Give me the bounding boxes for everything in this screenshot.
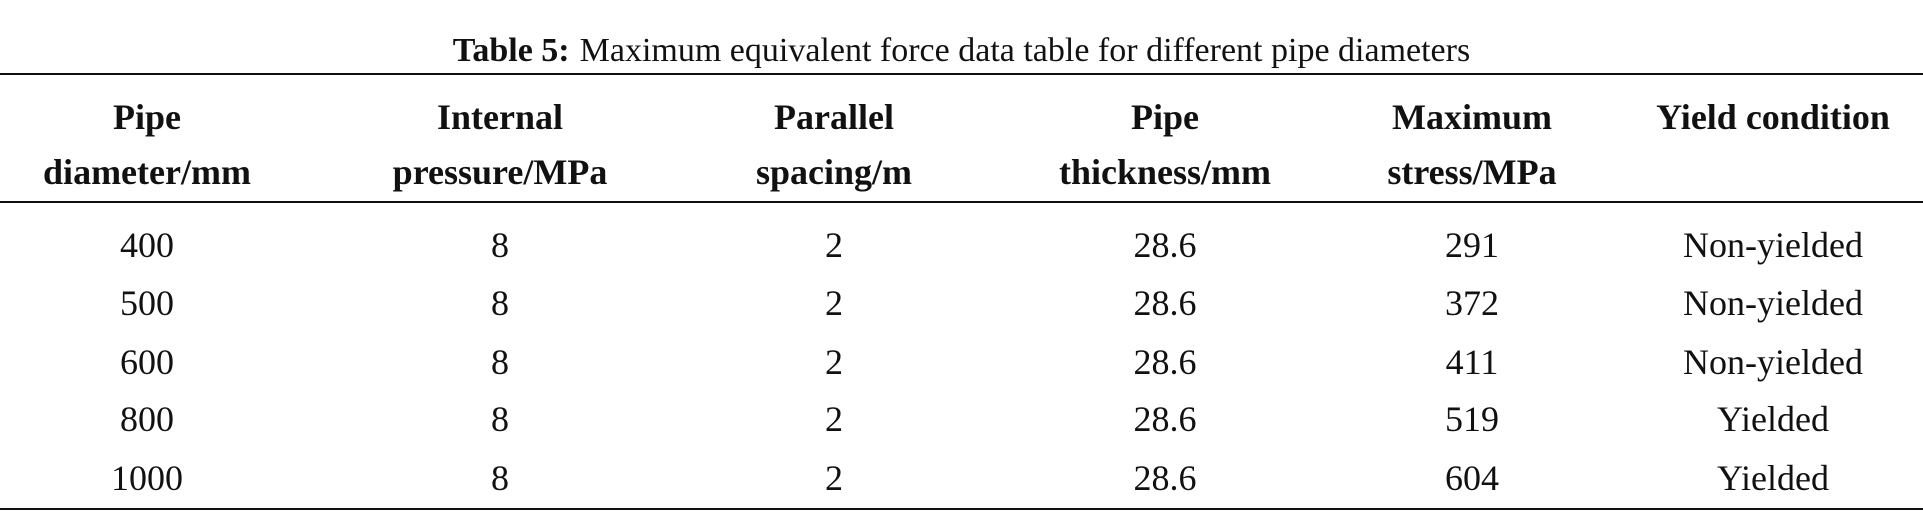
header-cell: Parallel xyxy=(774,97,894,137)
header-cell: diameter/mm xyxy=(43,152,251,192)
table-cell: 2 xyxy=(825,225,843,265)
table-cell: 8 xyxy=(491,283,509,323)
table-cell: 1000 xyxy=(111,458,183,498)
table-cell: Non-yielded xyxy=(1683,225,1863,265)
table-cell: Non-yielded xyxy=(1683,283,1863,323)
header-cell: Pipe xyxy=(113,97,181,137)
header-cell: thickness/mm xyxy=(1058,152,1272,192)
header-cell: Yield condition xyxy=(1656,97,1890,137)
header-cell: Pipe xyxy=(1131,97,1199,137)
header-cell: stress/MPa xyxy=(1387,152,1557,192)
table-cell: Non-yielded xyxy=(1683,342,1863,382)
table-cell: Yielded xyxy=(1717,458,1829,498)
header-cell: Maximum xyxy=(1392,97,1552,137)
table-cell: 28.6 xyxy=(1133,225,1197,265)
table-cell: 28.6 xyxy=(1133,342,1197,382)
caption: Table 5: Maximum equivalent force data ta… xyxy=(0,34,1923,68)
table-cell: 604 xyxy=(1445,458,1499,498)
table-cell: 400 xyxy=(120,225,174,265)
caption-text: Maximum equivalent force data table for … xyxy=(579,32,1471,69)
table-cell: 28.6 xyxy=(1133,283,1197,323)
table-cell: 28.6 xyxy=(1133,399,1197,439)
header-cell: spacing/m xyxy=(755,152,913,192)
header-cell: Internal xyxy=(437,97,563,137)
table-cell: 372 xyxy=(1445,283,1499,323)
table-cell: 8 xyxy=(491,342,509,382)
table-cell: 2 xyxy=(825,458,843,498)
table-cell: 2 xyxy=(825,342,843,382)
table-cell: 800 xyxy=(120,399,174,439)
caption-label: Table 5: xyxy=(452,32,570,69)
table-cell: 2 xyxy=(825,283,843,323)
table-cell: 8 xyxy=(491,225,509,265)
top-rule xyxy=(0,73,1923,75)
table-cell: 8 xyxy=(491,399,509,439)
header-rule xyxy=(0,201,1923,203)
header-cell: pressure/MPa xyxy=(392,152,608,192)
table-cell: 8 xyxy=(491,458,509,498)
table-cell: 411 xyxy=(1445,342,1499,382)
table-cell: 28.6 xyxy=(1133,458,1197,498)
table-cell: 500 xyxy=(120,283,174,323)
table-cell: 2 xyxy=(825,399,843,439)
table-cell: 600 xyxy=(120,342,174,382)
table-cell: 291 xyxy=(1445,225,1499,265)
table-cell: 519 xyxy=(1445,399,1499,439)
table-cell: Yielded xyxy=(1717,399,1829,439)
bottom-rule xyxy=(0,508,1923,510)
